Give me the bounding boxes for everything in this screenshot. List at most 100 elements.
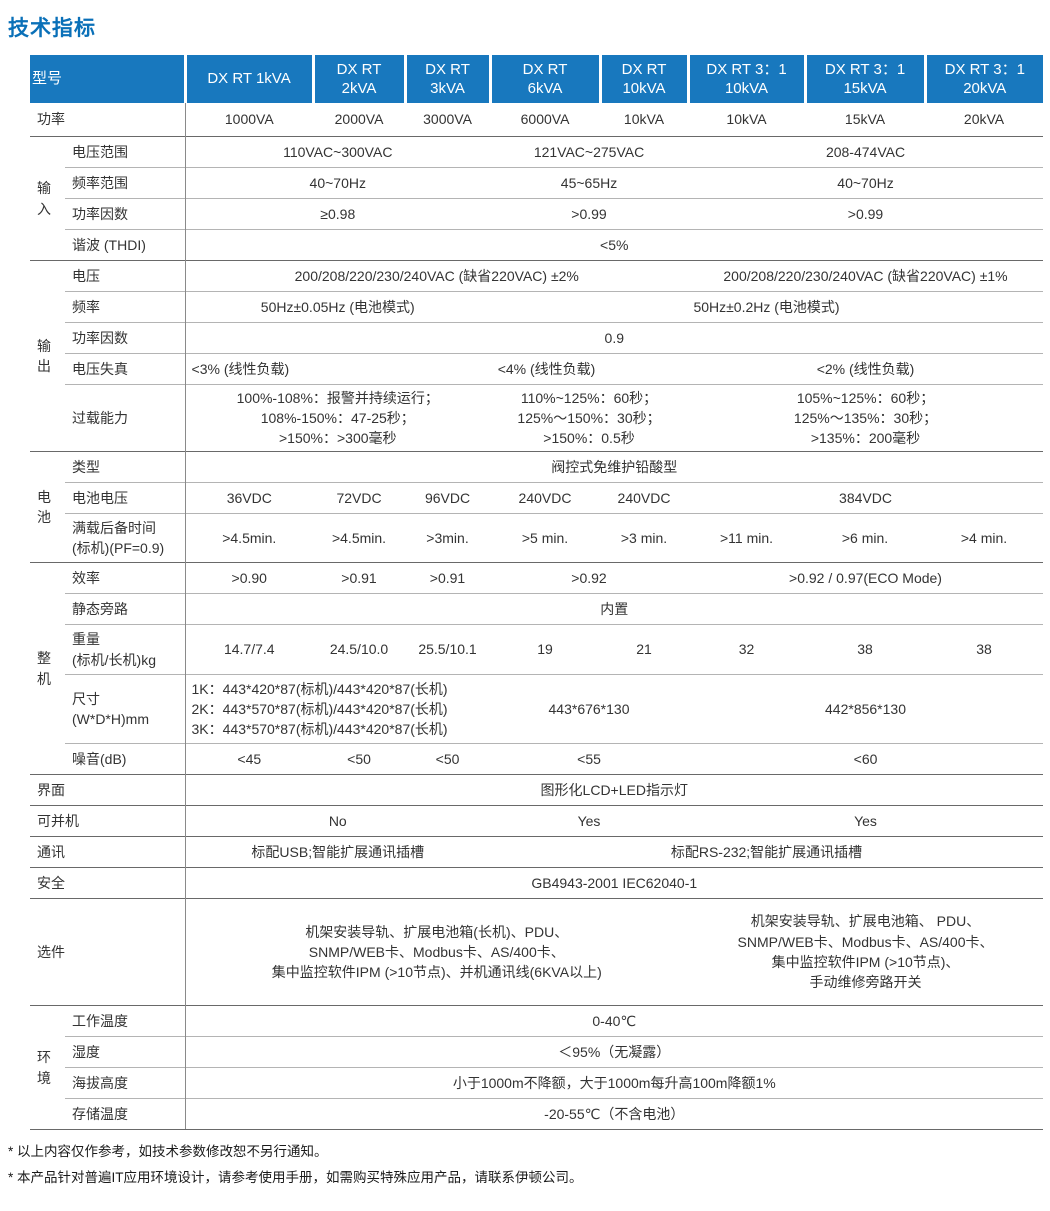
row-humidity: 湿度 ＜95%（无凝露） (30, 1036, 1044, 1068)
value-power-7: 20kVA (963, 111, 1005, 128)
label-overload: 过载能力 (65, 384, 186, 452)
row-overload: 过载能力 100%-108%：报警并持续运行； 108%-150%：47-25秒… (30, 384, 1044, 452)
label-operating-temp: 工作温度 (65, 1005, 186, 1037)
row-operating-temp: 环境 工作温度 0-40℃ (30, 1005, 1044, 1130)
value-distortion-1: <4% (线性负载) (405, 353, 689, 385)
footnote-1: * 以上内容仅作参考，如技术参数修改恕不另行通知。 (8, 1144, 328, 1159)
category-input: 输入 (30, 136, 65, 261)
label-backup-time: 满载后备时间 (标机)(PF=0.9) (65, 513, 186, 563)
value-eff-2: >0.91 (405, 562, 491, 594)
value-freq-range-2: 40~70Hz (688, 167, 1044, 199)
value-backup-5: >11 min. (688, 513, 806, 563)
value-eff-3: >0.92 (490, 562, 689, 594)
label-voltage-range: 电压范围 (65, 136, 186, 168)
row-output-frequency: 频率 50Hz±0.05Hz (电池模式) 50Hz±0.2Hz (电池模式) (30, 291, 1044, 323)
label-humidity: 湿度 (65, 1036, 186, 1068)
value-comm-1: 标配RS-232;智能扩展通讯插槽 (490, 836, 1044, 868)
row-noise: 噪音(dB) <45 <50 <50 <55 <60 (30, 743, 1044, 775)
value-parallel-1: Yes (490, 805, 689, 837)
header-model-31-10kva: DX RT 3：1 10kVA (686, 55, 806, 103)
label-freq-range: 频率范围 (65, 167, 186, 199)
label-output-frequency: 频率 (65, 291, 186, 323)
value-weight-2: 25.5/10.1 (405, 624, 491, 675)
header-model-label: 型号 (30, 55, 186, 103)
value-weight-5: 32 (688, 624, 806, 675)
label-altitude: 海拔高度 (65, 1067, 186, 1099)
value-altitude: 小于1000m不降额，大于1000m每升高100m降额1% (184, 1067, 1044, 1099)
row-dimensions: 尺寸 (W*D*H)mm 1K：443*420*87(标机)/443*420*8… (30, 674, 1044, 744)
value-overload-0: 100%-108%：报警并持续运行； 108%-150%：47-25秒； >15… (184, 384, 491, 452)
value-distortion-2: <2% (线性负载) (688, 353, 1044, 385)
value-weight-7: 38 (925, 624, 1044, 675)
footnote-2: * 本产品针对普遍IT应用环境设计，请参考使用手册，如需购买特殊应用产品，请联系… (8, 1169, 583, 1185)
value-distortion-0: <3% (线性负载) (184, 353, 406, 385)
value-input-pf-1: >0.99 (490, 198, 689, 230)
label-interface: 界面 (30, 774, 186, 806)
value-freq-range-0: 40~70Hz (184, 167, 491, 199)
header-model-1kva: DX RT 1kVA (183, 55, 314, 103)
value-noise-0: <45 (184, 743, 314, 775)
value-dims-2: 442*856*130 (688, 674, 1044, 744)
value-power-1: 2000VA (334, 111, 384, 128)
value-weight-0: 14.7/7.4 (184, 624, 314, 675)
value-power-5: 10kVA (726, 111, 767, 128)
label-efficiency: 效率 (65, 562, 186, 594)
category-battery: 电池 (30, 451, 65, 563)
label-storage-temp: 存储温度 (65, 1098, 186, 1130)
header-model-10kva: DX RT 10kVA (598, 55, 689, 103)
row-storage-temp: 存储温度 -20-55℃（不含电池） (30, 1098, 1044, 1130)
header-row: 型号 DX RT 1kVA DX RT 2kVA DX RT 3kVA DX R… (30, 55, 1044, 103)
label-static-bypass: 静态旁路 (65, 593, 186, 625)
label-dimensions: 尺寸 (W*D*H)mm (65, 674, 186, 744)
category-output: 输出 (30, 260, 65, 452)
value-dims-1: 443*676*130 (490, 674, 689, 744)
value-batt-v-2: 96VDC (405, 482, 491, 514)
value-eff-4: >0.92 / 0.97(ECO Mode) (688, 562, 1044, 594)
label-power: 功率 (37, 111, 65, 128)
value-eff-1: >0.91 (313, 562, 406, 594)
value-power-4: 10kVA (623, 111, 665, 128)
header-model-6kva: DX RT 6kVA (488, 55, 601, 103)
value-overload-1: 110%~125%：60秒； 125%～150%：30秒； >150%：0.5秒 (490, 384, 689, 452)
value-options-1: 机架安装导轨、扩展电池箱、 PDU、 SNMP/WEB卡、Modbus卡、AS/… (688, 898, 1044, 1006)
label-output-power-factor: 功率因数 (65, 322, 186, 354)
value-safety: GB4943-2001 IEC62040-1 (184, 867, 1044, 899)
label-safety: 安全 (30, 867, 186, 899)
category-environment: 环境 (30, 1005, 65, 1130)
value-noise-1: <50 (313, 743, 406, 775)
row-weight: 重量 (标机/长机)kg 14.7/7.4 24.5/10.0 25.5/10.… (30, 624, 1044, 675)
row-input-voltage-range: 输入 电压范围 110VAC~300VAC 121VAC~275VAC 208-… (30, 136, 1044, 261)
row-power: 功率 1000VA 2000VA 3000VA 6000VA 10kVA 10k… (30, 103, 1043, 137)
label-options: 选件 (30, 898, 186, 1006)
row-parallel: 可并机 No Yes Yes (30, 805, 1044, 837)
value-voltage-range-0: 110VAC~300VAC (184, 136, 491, 168)
value-output-frequency-1: 50Hz±0.2Hz (电池模式) (490, 291, 1044, 323)
spec-table: 型号 DX RT 1kVA DX RT 2kVA DX RT 3kVA DX R… (30, 55, 1044, 1130)
row-output-voltage: 输出 电压 200/208/220/230/240VAC (缺省220VAC) … (30, 260, 1044, 452)
label-parallel: 可并机 (30, 805, 186, 837)
label-communication: 通讯 (30, 836, 186, 868)
row-backup-time: 满载后备时间 (标机)(PF=0.9) >4.5min. >4.5min. >3… (30, 513, 1044, 563)
value-weight-4: 21 (600, 624, 689, 675)
row-input-power-factor: 功率因数 ≥0.98 >0.99 >0.99 (30, 198, 1044, 230)
value-overload-2: 105%~125%：60秒； 125%～135%：30秒； >135%：200毫… (688, 384, 1044, 452)
value-weight-3: 19 (490, 624, 601, 675)
label-input-power-factor: 功率因数 (65, 198, 186, 230)
value-backup-7: >4 min. (925, 513, 1044, 563)
value-backup-6: >6 min. (805, 513, 926, 563)
row-options: 选件 机架安装导轨、扩展电池箱(长机)、PDU、 SNMP/WEB卡、Modbu… (30, 898, 1044, 1006)
row-voltage-distortion: 电压失真 <3% (线性负载) <4% (线性负载) <2% (线性负载) (30, 353, 1044, 385)
value-output-frequency-0: 50Hz±0.05Hz (电池模式) (184, 291, 491, 323)
row-efficiency: 整机 效率 >0.90 >0.91 >0.91 >0.92 >0.92 / 0.… (30, 562, 1044, 775)
row-input-freq-range: 频率范围 40~70Hz 45~65Hz 40~70Hz (30, 167, 1044, 199)
value-comm-0: 标配USB;智能扩展通讯插槽 (184, 836, 491, 868)
label-thdi: 谐波 (THDI) (65, 229, 186, 261)
value-output-pf: 0.9 (184, 322, 1044, 354)
label-battery-voltage: 电池电压 (65, 482, 186, 514)
row-battery-voltage: 电池电压 36VDC 72VDC 96VDC 240VDC 240VDC 384… (30, 482, 1044, 514)
value-voltage-range-1: 121VAC~275VAC (490, 136, 689, 168)
value-power-3: 6000VA (520, 111, 570, 128)
footnotes: * 以上内容仅作参考，如技术参数修改恕不另行通知。 * 本产品针对普遍IT应用环… (8, 1140, 1050, 1189)
value-weight-1: 24.5/10.0 (313, 624, 406, 675)
